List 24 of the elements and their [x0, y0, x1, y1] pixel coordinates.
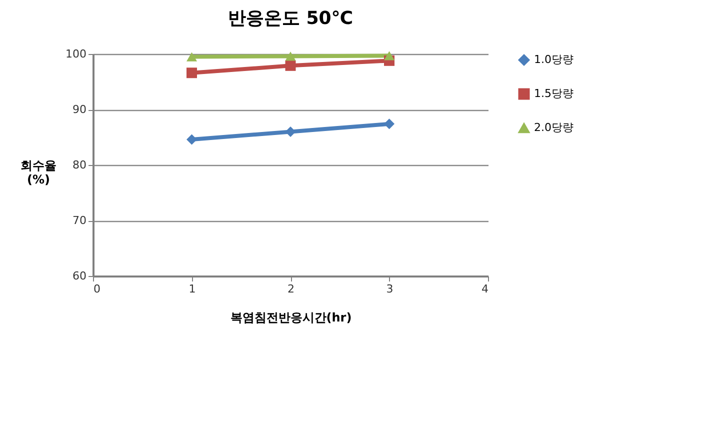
legend-label: 1.0당량 — [534, 53, 574, 66]
y-tick-label: 100 — [66, 48, 86, 60]
x-tick-label: 4 — [482, 282, 488, 296]
y-tick-label: 90 — [72, 103, 86, 116]
x-tick-label: 3 — [386, 282, 394, 296]
point — [285, 126, 296, 137]
chart-title: 반응온도 50℃ — [228, 8, 354, 29]
point — [384, 118, 394, 130]
x-tick-label: 0 — [94, 282, 100, 296]
y-axis-title: 회수율 (%) — [20, 158, 56, 186]
legend-label: 1.5당량 — [534, 87, 574, 100]
x-tick-label: 2 — [288, 282, 294, 296]
point — [186, 134, 197, 145]
point — [186, 52, 197, 62]
point — [285, 60, 296, 71]
y-tick-label: 60 — [72, 270, 86, 282]
point — [384, 51, 394, 60]
point — [285, 52, 296, 61]
point — [186, 68, 197, 78]
x-tick-label: 1 — [188, 282, 196, 296]
y-tick-label: 80 — [72, 158, 86, 172]
y-tick-label: 70 — [72, 214, 86, 227]
x-axis-title: 복염침전반응시간(hr) — [230, 310, 352, 324]
legend-label: 2.0당량 — [534, 121, 574, 134]
